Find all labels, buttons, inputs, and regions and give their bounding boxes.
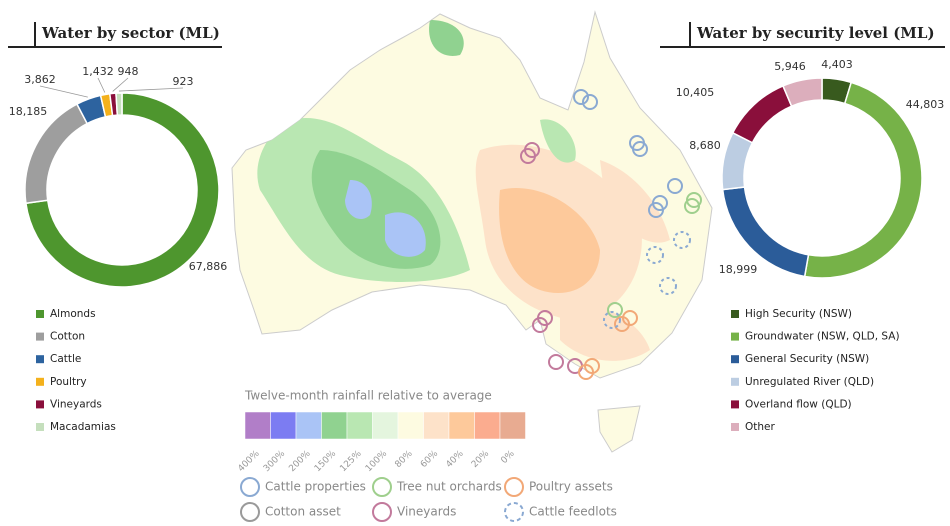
legend-label: High Security (NSW) bbox=[745, 308, 852, 320]
value-label: 44,803 bbox=[906, 98, 945, 111]
legend-swatch bbox=[731, 310, 739, 318]
legend-swatch bbox=[731, 423, 739, 431]
legend-swatch bbox=[731, 332, 739, 341]
legend-swatch bbox=[731, 355, 739, 364]
scale-cell bbox=[397, 411, 424, 440]
value-label: 923 bbox=[173, 75, 194, 88]
scale-label: 150% bbox=[313, 449, 339, 475]
legend-label: Groundwater (NSW, QLD, SA) bbox=[745, 331, 900, 343]
legend-swatch bbox=[36, 377, 44, 386]
legend-label: Other bbox=[745, 421, 775, 433]
marker-legend-label: Cattle properties bbox=[265, 480, 366, 494]
legend-swatch bbox=[36, 423, 44, 431]
marker-legend-label: Cotton asset bbox=[265, 505, 341, 519]
leader-line bbox=[118, 87, 184, 92]
pie-slice bbox=[115, 92, 123, 116]
value-label: 18,999 bbox=[719, 263, 758, 276]
map-markers bbox=[520, 89, 702, 380]
value-label: 67,886 bbox=[189, 260, 228, 273]
legend-swatch bbox=[36, 310, 44, 318]
scale-cell bbox=[321, 411, 348, 440]
leader-line bbox=[112, 77, 129, 92]
scale-cell bbox=[295, 411, 322, 440]
legend-swatch bbox=[36, 332, 44, 341]
scale-label: 0% bbox=[499, 449, 516, 466]
legend-label: Poultry bbox=[50, 376, 87, 388]
scale-label: 100% bbox=[364, 449, 390, 475]
marker-legend-label: Vineyards bbox=[397, 505, 456, 519]
value-label: 5,946 bbox=[774, 60, 806, 73]
map-legend-title: Twelve-month rainfall relative to averag… bbox=[244, 389, 492, 403]
marker-legend-label: Tree nut orchards bbox=[396, 480, 502, 494]
marker-legend-label: Poultry assets bbox=[529, 480, 613, 494]
marker-legend-icon bbox=[504, 477, 524, 497]
legend-swatch bbox=[731, 400, 739, 409]
pie-slice bbox=[25, 92, 220, 288]
scale-cell bbox=[474, 411, 501, 440]
legend-swatch bbox=[36, 355, 44, 364]
leader-line bbox=[39, 85, 88, 98]
value-label: 948 bbox=[118, 65, 139, 78]
scale-cell bbox=[270, 411, 297, 440]
legend-label: General Security (NSW) bbox=[745, 353, 869, 365]
map-rainfall-zones bbox=[257, 20, 670, 361]
chart-title: Water by security level (ML) bbox=[696, 24, 935, 42]
pie-slice bbox=[803, 81, 923, 279]
marker-legend-icon bbox=[240, 477, 260, 497]
scale-label: 300% bbox=[262, 449, 288, 475]
value-label: 10,405 bbox=[676, 86, 715, 99]
scale-cell bbox=[244, 411, 271, 440]
value-label: 4,403 bbox=[821, 58, 853, 71]
scale-cell bbox=[448, 411, 475, 440]
rainfall-map: Twelve-month rainfall relative to averag… bbox=[231, 10, 713, 453]
legend-swatch bbox=[731, 377, 739, 386]
scale-label: 125% bbox=[338, 449, 364, 475]
scale-label: 20% bbox=[470, 449, 492, 471]
marker-legend-label: Cattle feedlots bbox=[529, 505, 617, 519]
legend-label: Cotton bbox=[50, 331, 85, 343]
legend-label: Cattle bbox=[50, 353, 81, 365]
scale-label: 200% bbox=[287, 449, 313, 475]
scale-label: 400% bbox=[236, 449, 262, 475]
scale-cell bbox=[499, 411, 526, 440]
pie-slice bbox=[782, 77, 823, 108]
pie-slice bbox=[24, 103, 89, 205]
scale-cell bbox=[423, 411, 450, 440]
value-label: 1,432 bbox=[82, 65, 114, 78]
legend-label: Vineyards bbox=[50, 398, 102, 410]
marker-legend-icon bbox=[240, 502, 260, 522]
scale-cell bbox=[346, 411, 373, 440]
legend-label: Unregulated River (QLD) bbox=[745, 376, 874, 388]
value-label: 8,680 bbox=[689, 139, 721, 152]
value-label: 18,185 bbox=[9, 105, 48, 118]
scale-cell bbox=[372, 411, 399, 440]
legend-label: Overland flow (QLD) bbox=[745, 398, 852, 410]
scale-label: 40% bbox=[444, 449, 466, 471]
marker-legend-icon bbox=[372, 502, 392, 522]
legend-label: Almonds bbox=[50, 308, 96, 320]
pie-slice bbox=[731, 84, 793, 144]
value-label: 3,862 bbox=[24, 73, 56, 86]
marker-legend-icon bbox=[504, 502, 524, 522]
legend-swatch bbox=[36, 400, 44, 409]
leader-line bbox=[97, 77, 106, 93]
legend-label: Macadamias bbox=[50, 421, 116, 433]
chart-title: Water by sector (ML) bbox=[41, 24, 220, 42]
scale-label: 80% bbox=[393, 449, 415, 471]
scale-label: 60% bbox=[419, 449, 441, 471]
pie-slice bbox=[721, 131, 754, 191]
marker-legend-icon bbox=[372, 477, 392, 497]
